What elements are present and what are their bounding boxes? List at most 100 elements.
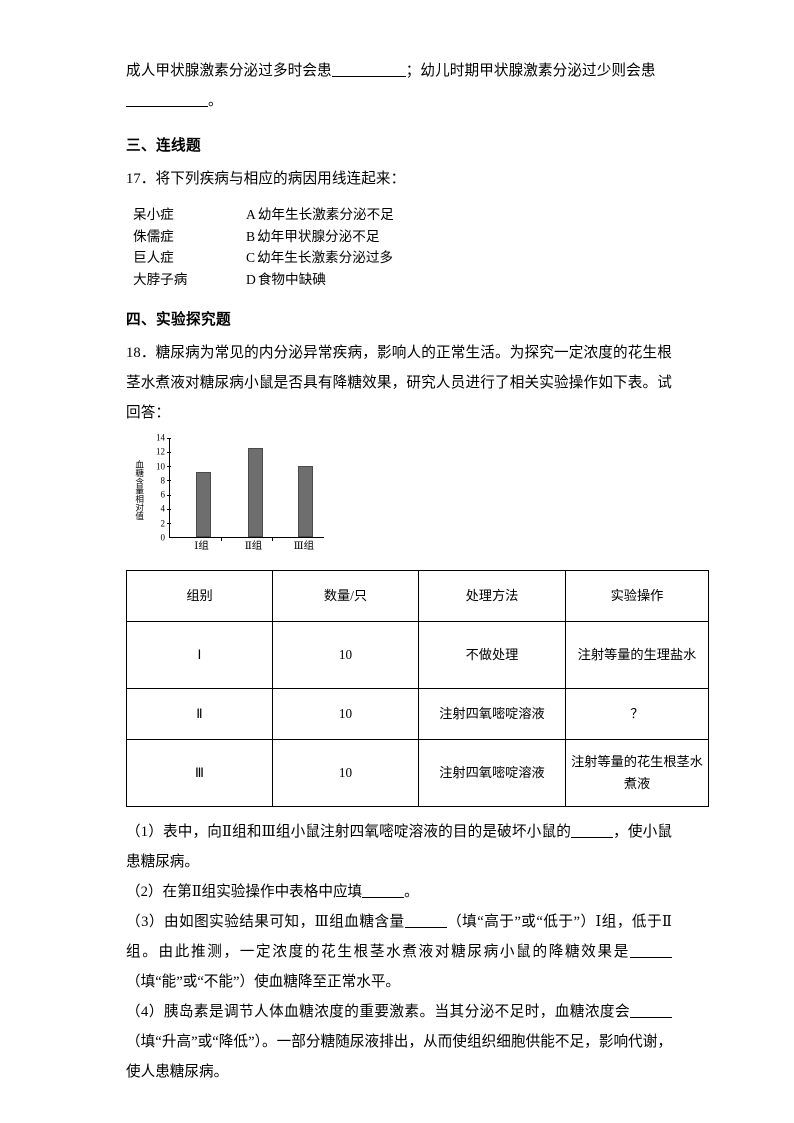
answer-blank[interactable] xyxy=(570,837,613,838)
match-cause-text: 食物中缺碘 xyxy=(257,271,326,287)
blood-glucose-bar-chart: 血糖含量相对值 0 2 4 6 8 10 12 14 xyxy=(132,433,328,556)
sub-question-3-text-b: （填“高于”或“低于”）Ⅰ组，低于Ⅱ组。由此推测，一定浓度的花生根茎水煮液对糖尿… xyxy=(126,914,672,960)
sub-question-4-text-b: （填“升高”或“降低”）。一部分糖随尿液排出，从而使组织细胞供能不足，影响代谢，… xyxy=(126,1034,672,1080)
table-header-cell: 处理方法 xyxy=(418,570,566,622)
sub-question-2-text-b: 。 xyxy=(404,884,419,900)
match-row[interactable]: 巨人症 C 幼年生长激素分泌过多 xyxy=(126,247,672,269)
match-row[interactable]: 大脖子病 D 食物中缺碘 xyxy=(126,269,672,291)
x-tick: Ⅰ组 xyxy=(194,541,209,552)
axis-tick xyxy=(166,480,171,482)
intro-text-end: 。 xyxy=(208,93,223,109)
table-cell-operation: ？ xyxy=(565,688,709,740)
bar-group-1 xyxy=(196,471,212,537)
sub-question-4-label: （4） xyxy=(126,1004,164,1020)
sub-question-2-text-a: 在第Ⅱ组实验操作中表格中应填 xyxy=(162,884,363,900)
table-cell-group: Ⅰ xyxy=(126,621,273,689)
answer-blank[interactable] xyxy=(331,76,406,77)
match-cause-text: 幼年甲状腺分泌不足 xyxy=(257,228,380,244)
table-cell-group: Ⅱ xyxy=(126,688,273,740)
sub-question-3-text-a: 由如图实验结果可知，Ⅲ组血糖含量 xyxy=(163,914,405,930)
chart-x-tick-labels: Ⅰ组 Ⅱ组 Ⅲ组 xyxy=(169,540,324,554)
match-cause-text: 幼年生长激素分泌不足 xyxy=(257,207,394,222)
sub-question-4: （4）胰岛素是调节人体血糖浓度的重要激素。当其分泌不足时，血糖浓度会 （填“升高”… xyxy=(126,997,672,1087)
chart-plot-area xyxy=(166,438,324,541)
intro-text-part2: ；幼儿时期甲状腺激素分泌过少则会患 xyxy=(405,63,656,79)
sub-question-1-label: （1） xyxy=(126,824,163,840)
y-tick: 14 xyxy=(156,432,165,443)
bar-group-2 xyxy=(247,447,263,537)
table-header-row: 组别 数量/只 处理方法 实验操作 xyxy=(126,570,709,622)
answer-blank[interactable] xyxy=(362,897,405,898)
match-cause-text: 幼年生长激素分泌过多 xyxy=(257,250,394,265)
table-cell-operation: 注射等量的花生根茎水煮液 xyxy=(565,739,709,807)
table-cell-count: 10 xyxy=(272,688,419,740)
question-18-text: 糖尿病为常见的内分泌异常疾病，影响人的正常生活。为探究一定浓度的花生根茎水煮液对… xyxy=(126,345,672,421)
match-cause[interactable]: A 幼年生长激素分泌不足 xyxy=(246,204,394,226)
x-tick: Ⅲ组 xyxy=(293,541,315,552)
match-cause[interactable]: D 食物中缺碘 xyxy=(246,269,326,291)
question-17-number: 17． xyxy=(126,171,156,187)
table-cell-operation: 注射等量的生理盐水 xyxy=(565,621,709,689)
y-tick: 4 xyxy=(160,503,166,514)
axis-tick xyxy=(166,494,171,496)
match-row[interactable]: 侏儒症 B 幼年甲状腺分泌不足 xyxy=(126,226,672,248)
y-tick: 12 xyxy=(156,446,165,457)
table-row: Ⅱ 10 注射四氧嘧啶溶液 ？ xyxy=(126,688,709,740)
x-tick: Ⅱ组 xyxy=(244,541,263,552)
axis-tick xyxy=(166,438,171,439)
sub-question-3: （3）由如图实验结果可知，Ⅲ组血糖含量 （填“高于”或“低于”）Ⅰ组，低于Ⅱ组。由… xyxy=(126,907,672,997)
table-row: Ⅲ 10 注射四氧嘧啶溶液 注射等量的花生根茎水煮液 xyxy=(126,739,709,807)
experiment-table: 组别 数量/只 处理方法 实验操作 Ⅰ 10 不做处理 注射等量的生理盐水 Ⅱ … xyxy=(126,570,709,807)
axis-tick xyxy=(166,466,171,468)
axis-tick xyxy=(166,508,171,510)
axis-tick xyxy=(220,537,222,541)
match-cause[interactable]: B 幼年甲状腺分泌不足 xyxy=(246,226,379,248)
chart-y-axis-label: 血糖含量相对值 xyxy=(134,459,145,521)
match-letter: C xyxy=(246,250,256,265)
match-letter: A xyxy=(246,207,256,222)
y-tick: 2 xyxy=(160,518,166,529)
match-disease[interactable]: 大脖子病 xyxy=(133,271,188,287)
table-cell-treatment: 注射四氧嘧啶溶液 xyxy=(418,688,566,740)
sub-question-2-label: （2） xyxy=(126,884,163,900)
answer-blank[interactable] xyxy=(404,927,447,928)
question-17-text: 将下列疾病与相应的病因用线连起来： xyxy=(155,171,406,187)
table-cell-treatment: 不做处理 xyxy=(418,621,566,689)
answer-blank[interactable] xyxy=(126,106,208,107)
bar-group-3 xyxy=(297,466,313,537)
axis-tick xyxy=(271,537,273,541)
axis-tick xyxy=(166,522,171,524)
answer-blank[interactable] xyxy=(630,1017,672,1018)
match-disease[interactable]: 巨人症 xyxy=(133,250,174,265)
table-cell-treatment: 注射四氧嘧啶溶液 xyxy=(418,739,566,807)
y-tick: 0 xyxy=(160,532,166,543)
match-disease[interactable]: 呆小症 xyxy=(133,207,174,222)
sub-question-4-text-a: 胰岛素是调节人体血糖浓度的重要激素。当其分泌不足时，血糖浓度会 xyxy=(163,1004,630,1020)
sub-question-1-text-b: ，使小鼠患糖尿病。 xyxy=(126,824,672,870)
table-cell-group: Ⅲ xyxy=(126,739,273,807)
sub-question-1: （1）表中，向Ⅱ组和Ⅲ组小鼠注射四氧嘧啶溶液的目的是破坏小鼠的 ，使小鼠患糖尿病。 xyxy=(126,817,672,877)
match-row[interactable]: 呆小症 A 幼年生长激素分泌不足 xyxy=(126,204,672,226)
table-cell-count: 10 xyxy=(272,621,419,689)
section-heading-4: 四、实验探究题 xyxy=(126,312,231,328)
match-cause[interactable]: C 幼年生长激素分泌过多 xyxy=(246,247,393,269)
sub-question-3-text-c: （填“能”或“不能”）使血糖降至正常水平。 xyxy=(126,974,401,990)
match-letter: B xyxy=(246,228,256,244)
sub-question-3-label: （3） xyxy=(126,914,164,930)
answer-blank[interactable] xyxy=(630,957,672,958)
table-header-cell: 组别 xyxy=(126,570,273,622)
section-heading-3: 三、连线题 xyxy=(126,138,201,154)
chart-y-tick-labels: 0 2 4 6 8 10 12 14 xyxy=(145,433,167,542)
table-cell-count: 10 xyxy=(272,739,419,807)
table-header-cell: 实验操作 xyxy=(565,570,709,622)
y-tick: 8 xyxy=(160,475,166,486)
intro-text-part1: 成人甲状腺激素分泌过多时会患 xyxy=(126,63,332,79)
table-header-cell: 数量/只 xyxy=(272,570,419,622)
question-18-stem: 18．糖尿病为常见的内分泌异常疾病，影响人的正常生活。为探究一定浓度的花生根茎水… xyxy=(126,338,672,428)
page-content: 成人甲状腺激素分泌过多时会患 ；幼儿时期甲状腺激素分泌过少则会患。 三、连线题 1… xyxy=(126,56,709,1087)
match-disease[interactable]: 侏儒症 xyxy=(133,228,174,244)
intro-paragraph: 成人甲状腺激素分泌过多时会患 ；幼儿时期甲状腺激素分泌过少则会患。 xyxy=(126,56,672,116)
y-tick: 6 xyxy=(160,489,166,500)
sub-question-1-text-a: 表中，向Ⅱ组和Ⅲ组小鼠注射四氧嘧啶溶液的目的是破坏小鼠的 xyxy=(162,824,571,840)
